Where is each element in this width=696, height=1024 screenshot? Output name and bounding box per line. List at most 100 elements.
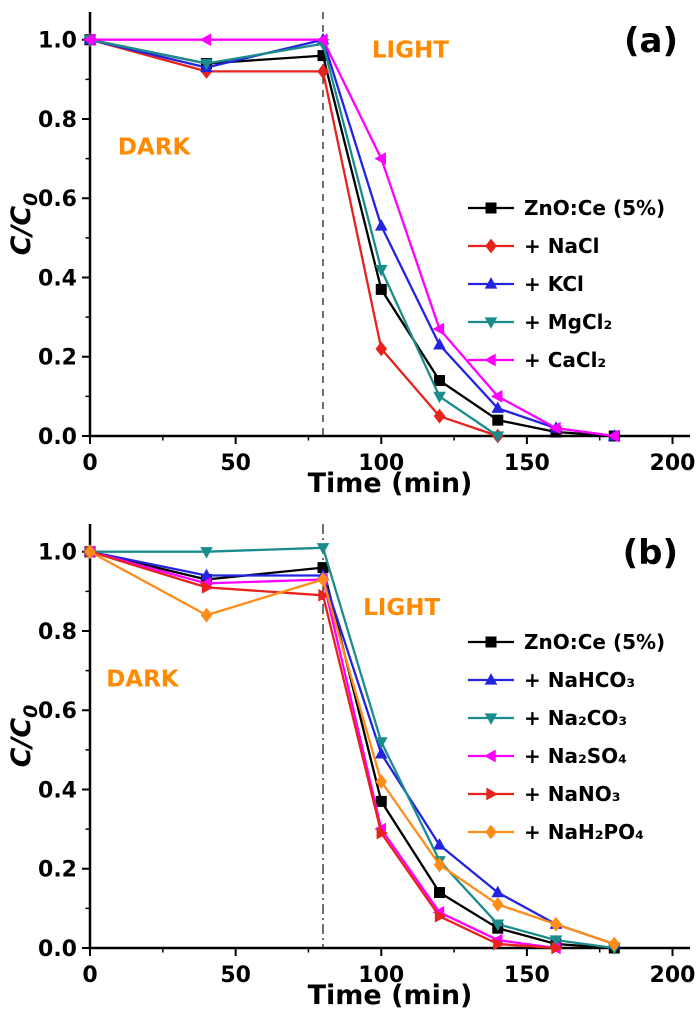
legend-label: + CaCl₂ (524, 348, 606, 372)
legend: ZnO:Ce (5%) + NaCl + KCl + MgCl₂ + CaCl₂ (468, 196, 665, 372)
legend-label: + Na₂SO₄ (524, 744, 627, 768)
x-tick-label: 200 (650, 451, 696, 476)
legend-entry: + NaH₂PO₄ (468, 820, 644, 844)
marker-diamond (608, 936, 621, 952)
annotation-dark: DARK (118, 135, 192, 161)
legend-label: + NaCl (524, 234, 600, 258)
panel-label: (a) (624, 21, 678, 61)
marker-triangle-up (484, 277, 498, 289)
legend-entry: + NaNO₃ (468, 782, 620, 806)
marker-triangle-up (374, 746, 388, 759)
legend-entry: + Na₂SO₄ (468, 744, 627, 768)
legend-label: ZnO:Ce (5%) (524, 196, 665, 220)
marker-diamond (317, 572, 329, 587)
marker-triangle-down (491, 431, 505, 443)
x-tick-label: 50 (220, 963, 251, 988)
marker-square (492, 414, 504, 426)
x-tick-label: 100 (358, 963, 404, 988)
series-line (90, 38, 615, 438)
legend-entry: + NaHCO₃ (468, 668, 635, 692)
y-tick-label: 0.4 (38, 778, 77, 803)
x-tick-label: 150 (504, 451, 550, 476)
y-tick-label: 0.4 (38, 266, 77, 291)
marker-diamond (200, 607, 213, 623)
annotation-dark: DARK (106, 666, 180, 692)
marker-square (434, 375, 446, 387)
marker-triangle-down (316, 543, 330, 555)
marker-triangle-left (490, 390, 503, 403)
marker-triangle-down (491, 919, 505, 932)
marker-diamond (485, 238, 497, 254)
marker-square (485, 636, 497, 648)
panel-b-chart: 0 50 100 150 200 0.0 0.2 0.4 0.6 0.8 1.0 Time (min)… (0, 512, 696, 1024)
x-axis-title: Time (min) (308, 980, 473, 1011)
marker-triangle-down (200, 58, 213, 71)
legend-entry: + KCl (468, 272, 584, 296)
marker-square (375, 283, 387, 295)
marker-diamond (317, 64, 329, 79)
marker-triangle-up (200, 568, 213, 581)
marker-triangle-up (484, 673, 498, 685)
series-line (89, 38, 499, 438)
marker-triangle-up (491, 885, 505, 898)
legend-label: + Na₂CO₃ (524, 706, 627, 730)
marker-diamond (375, 774, 388, 789)
series-5 (84, 544, 621, 952)
y-tick-label: 0.6 (38, 699, 77, 724)
series-3 (83, 545, 561, 955)
x-tick-label: 0 (82, 451, 97, 476)
legend: ZnO:Ce (5%) + NaHCO₃ + Na₂CO₃ + Na₂SO₄ + NaN… (468, 630, 665, 844)
marker-triangle-left (316, 33, 328, 47)
series-line (89, 550, 615, 946)
y-axis-title: C/C0 (6, 193, 42, 256)
x-tick-label: 50 (220, 451, 251, 476)
marker-diamond (491, 896, 504, 912)
marker-triangle-up (433, 337, 446, 350)
marker-diamond (84, 544, 96, 560)
marker-triangle-down (433, 391, 446, 404)
annotation-light: LIGHT (363, 595, 440, 621)
marker-triangle-down (549, 935, 563, 947)
legend-entry: + CaCl₂ (468, 348, 606, 372)
marker-triangle-down (374, 264, 388, 277)
legend-label: + NaNO₃ (524, 782, 620, 806)
legend-entry: + NaCl (468, 234, 600, 258)
series-line (89, 38, 615, 438)
panel-label: (b) (623, 533, 678, 573)
series-4 (83, 33, 619, 443)
marker-triangle-right (493, 937, 505, 951)
marker-diamond (550, 916, 562, 932)
marker-triangle-left (199, 33, 212, 47)
marker-square (485, 202, 497, 214)
marker-triangle-left (374, 152, 386, 165)
legend-label: + NaHCO₃ (524, 668, 635, 692)
legend-entry: ZnO:Ce (5%) (468, 630, 665, 654)
marker-diamond (433, 408, 446, 424)
marker-triangle-left (549, 421, 561, 435)
legend-entry: ZnO:Ce (5%) (468, 196, 665, 220)
marker-diamond (433, 857, 446, 873)
y-tick-label: 0.8 (38, 108, 77, 133)
marker-triangle-up (491, 401, 505, 413)
marker-diamond (485, 824, 497, 840)
x-tick-label: 100 (358, 451, 404, 476)
marker-triangle-right (201, 581, 214, 594)
marker-triangle-left (484, 749, 496, 763)
x-tick-label: 200 (650, 963, 696, 988)
legend-entry: + Na₂CO₃ (468, 706, 627, 730)
marker-triangle-down (200, 547, 213, 559)
marker-triangle-up (433, 838, 446, 850)
y-tick-label: 0.0 (38, 425, 77, 450)
marker-square (317, 50, 329, 62)
marker-square (317, 562, 329, 574)
marker-triangle-down (374, 737, 388, 749)
series-line (89, 550, 615, 950)
y-tick-label: 0.8 (38, 620, 77, 645)
marker-square (434, 887, 446, 899)
marker-triangle-right (434, 909, 447, 923)
y-tick-label: 0.2 (38, 346, 77, 371)
marker-triangle-down (484, 317, 498, 329)
marker-square (375, 795, 387, 807)
series-line (89, 38, 499, 437)
